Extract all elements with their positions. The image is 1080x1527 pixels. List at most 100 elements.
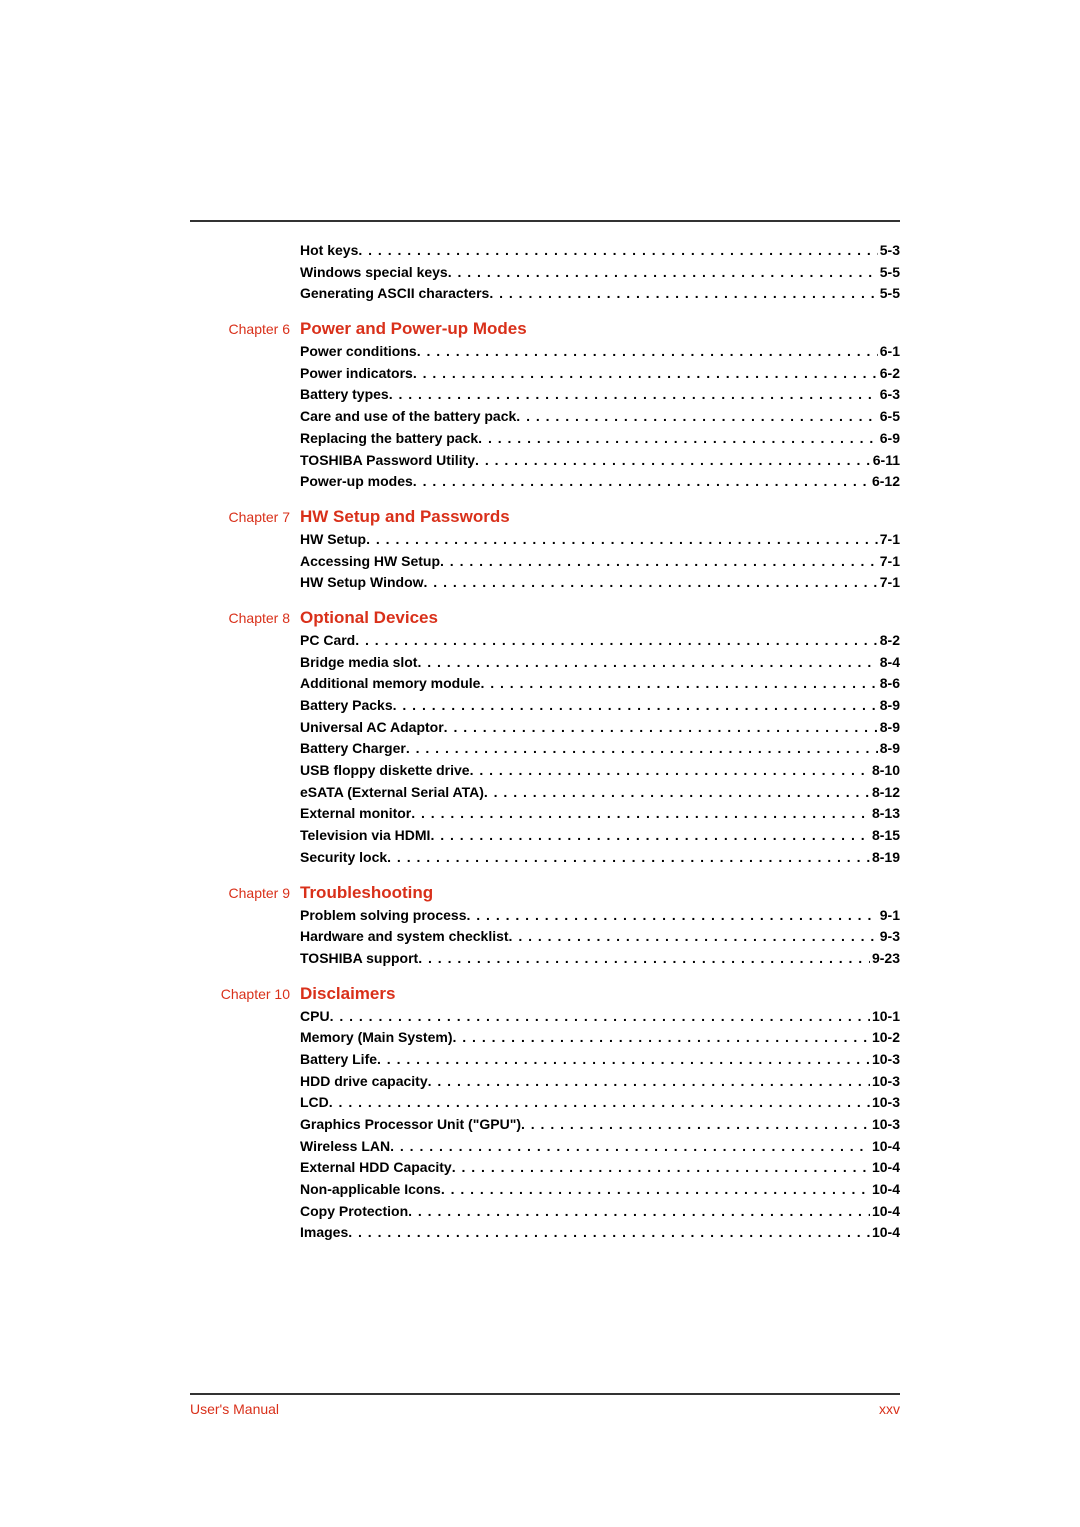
chapter-title[interactable]: HW Setup and Passwords [300,507,510,527]
toc-entry-page: 9-23 [870,948,900,970]
chapter-label: Chapter 9 [190,885,300,901]
chapter-heading-row: Chapter 6Power and Power-up Modes [190,319,900,339]
chapter-title[interactable]: Power and Power-up Modes [300,319,527,339]
chapter-title[interactable]: Troubleshooting [300,883,433,903]
toc-dots [413,471,870,493]
toc-dots [417,341,878,363]
toc-entry[interactable]: Wireless LAN 10-4 [300,1136,900,1158]
toc-entry[interactable]: Battery Life 10-3 [300,1049,900,1071]
toc-entry[interactable]: CPU 10-1 [300,1006,900,1028]
toc-entry[interactable]: Care and use of the battery pack 6-5 [300,406,900,428]
toc-entry-title: HW Setup [300,529,366,551]
toc-dots [355,630,878,652]
toc-entry-page: 10-4 [870,1201,900,1223]
toc-entry-page: 10-4 [870,1222,900,1244]
toc-entry[interactable]: Hardware and system checklist 9-3 [300,926,900,948]
toc-entry[interactable]: External monitor 8-13 [300,803,900,825]
toc-entry[interactable]: Graphics Processor Unit ("GPU") 10-3 [300,1114,900,1136]
toc-entry[interactable]: Power conditions 6-1 [300,341,900,363]
footer-line: User's Manual xxv [190,1401,900,1417]
footer-rule [190,1393,900,1395]
toc-entry-title: USB floppy diskette drive [300,760,470,782]
toc-entry[interactable]: Power indicators 6-2 [300,363,900,385]
chapter-toc-list: HW Setup 7-1Accessing HW Setup 7-1HW Set… [300,529,900,594]
toc-dots [440,551,878,573]
toc-entry[interactable]: Windows special keys 5-5 [300,262,900,284]
toc-top-list: Hot keys 5-3Windows special keys 5-5Gene… [300,240,900,305]
toc-entry-title: Care and use of the battery pack [300,406,516,428]
toc-entry-page: 5-3 [878,240,900,262]
toc-entry[interactable]: Power-up modes 6-12 [300,471,900,493]
toc-entry-title: Battery Packs [300,695,393,717]
toc-dots [387,847,870,869]
toc-entry-page: 6-9 [878,428,900,450]
toc-entry[interactable]: Security lock 8-19 [300,847,900,869]
toc-entry-page: 8-10 [870,760,900,782]
toc-entry-title: PC Card [300,630,355,652]
toc-entry-page: 10-4 [870,1179,900,1201]
toc-entry-page: 8-19 [870,847,900,869]
toc-entry-title: Images [300,1222,348,1244]
toc-entry[interactable]: HW Setup Window 7-1 [300,572,900,594]
toc-entry[interactable]: Battery Charger 8-9 [300,738,900,760]
toc-entry-title: Memory (Main System) [300,1027,452,1049]
toc-dots [441,1179,870,1201]
toc-entry[interactable]: TOSHIBA support 9-23 [300,948,900,970]
toc-entry-title: eSATA (External Serial ATA) [300,782,484,804]
toc-entry[interactable]: HW Setup 7-1 [300,529,900,551]
toc-entry[interactable]: TOSHIBA Password Utility 6-11 [300,450,900,472]
toc-entry-title: TOSHIBA support [300,948,418,970]
toc-dots [452,1027,869,1049]
toc-dots [424,572,878,594]
toc-dots [452,1157,870,1179]
chapter-toc-list: CPU 10-1Memory (Main System) 10-2Battery… [300,1006,900,1245]
chapter-title[interactable]: Optional Devices [300,608,438,628]
toc-entry[interactable]: Memory (Main System) 10-2 [300,1027,900,1049]
toc-entry[interactable]: Universal AC Adaptor 8-9 [300,717,900,739]
toc-entry[interactable]: Images 10-4 [300,1222,900,1244]
page-container: Hot keys 5-3Windows special keys 5-5Gene… [0,0,1080,1527]
toc-entry[interactable]: External HDD Capacity 10-4 [300,1157,900,1179]
toc-dots [393,695,878,717]
toc-entry[interactable]: Non-applicable Icons 10-4 [300,1179,900,1201]
toc-entry-title: Accessing HW Setup [300,551,440,573]
toc-entry[interactable]: Problem solving process 9-1 [300,905,900,927]
toc-entry-title: CPU [300,1006,330,1028]
toc-entry-page: 8-9 [878,695,900,717]
toc-entry-title: Security lock [300,847,387,869]
chapter-toc-list: Problem solving process 9-1Hardware and … [300,905,900,970]
toc-entry-title: Power indicators [300,363,413,385]
toc-entry-page: 8-13 [870,803,900,825]
toc-entry[interactable]: Bridge media slot 8-4 [300,652,900,674]
toc-dots [390,1136,870,1158]
toc-entry[interactable]: USB floppy diskette drive 8-10 [300,760,900,782]
chapter-title[interactable]: Disclaimers [300,984,395,1004]
toc-entry[interactable]: Battery Packs 8-9 [300,695,900,717]
toc-entry[interactable]: LCD 10-3 [300,1092,900,1114]
toc-entry-page: 9-1 [878,905,900,927]
toc-entry[interactable]: Copy Protection 10-4 [300,1201,900,1223]
toc-entry[interactable]: eSATA (External Serial ATA) 8-12 [300,782,900,804]
toc-entry-page: 6-5 [878,406,900,428]
toc-entry[interactable]: Hot keys 5-3 [300,240,900,262]
toc-entry[interactable]: Additional memory module 8-6 [300,673,900,695]
toc-entry-title: Universal AC Adaptor [300,717,444,739]
toc-entry[interactable]: Generating ASCII characters 5-5 [300,283,900,305]
toc-entry-page: 8-9 [878,717,900,739]
toc-entry[interactable]: Battery types 6-3 [300,384,900,406]
chapter-heading-row: Chapter 9Troubleshooting [190,883,900,903]
toc-entry-title: Generating ASCII characters [300,283,489,305]
toc-entry[interactable]: PC Card 8-2 [300,630,900,652]
toc-dots [448,262,878,284]
toc-entry-title: Problem solving process [300,905,467,927]
toc-entry[interactable]: Television via HDMI 8-15 [300,825,900,847]
toc-entry-page: 6-1 [878,341,900,363]
toc-entry[interactable]: HDD drive capacity 10-3 [300,1071,900,1093]
toc-dots [413,363,878,385]
toc-entry-page: 10-3 [870,1092,900,1114]
toc-dots [418,948,870,970]
toc-entry[interactable]: Accessing HW Setup 7-1 [300,551,900,573]
toc-entry[interactable]: Replacing the battery pack 6-9 [300,428,900,450]
chapter-label: Chapter 6 [190,321,300,337]
toc-dots [408,1201,870,1223]
